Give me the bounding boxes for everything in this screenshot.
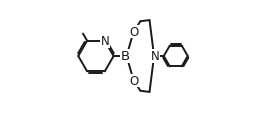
Text: N: N [100,35,109,48]
Text: O: O [129,74,138,87]
Text: B: B [120,50,130,63]
Text: N: N [151,50,160,63]
Text: O: O [129,26,138,39]
